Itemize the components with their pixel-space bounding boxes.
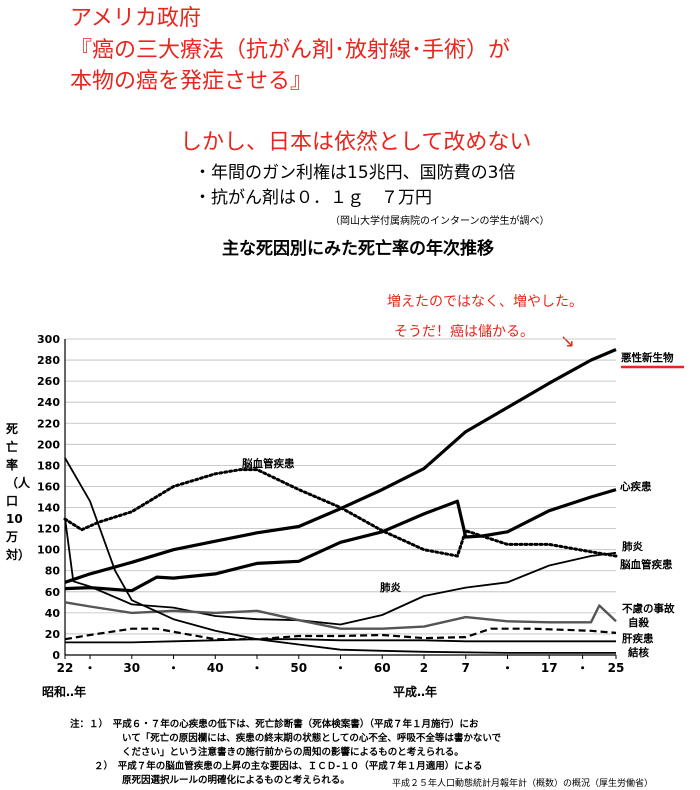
x-tick-label: 25	[608, 661, 625, 675]
note1-line1: 注：１） 平成６・７年の心疾患の低下は、死亡診断書（死体検案書）（平成７年１月施…	[70, 719, 479, 730]
y-tick-label: 200	[37, 438, 60, 451]
x-tick-label: 30	[123, 661, 140, 675]
headline-line3: 本物の癌を発症させる』	[70, 69, 313, 94]
y-tick-label: 60	[45, 586, 61, 599]
source-note: （岡山大学付属病院のインターンの学生が調べ）	[330, 216, 550, 227]
y-tick-label: 100	[37, 544, 60, 557]
y-tick-label: 40	[45, 607, 61, 620]
series-label: 悪性新生物	[621, 351, 674, 364]
x-tick-label: 17	[541, 661, 558, 675]
annotation-line1: 増えたのではなく、増やした。	[387, 294, 583, 310]
series-line	[64, 348, 617, 584]
x-tick-label: 22	[57, 661, 74, 675]
y-tick-label: 80	[45, 565, 61, 578]
series-label: 結核	[628, 646, 649, 659]
series-line	[64, 488, 617, 593]
y-tick-label: 220	[37, 417, 60, 430]
series-line	[64, 457, 616, 654]
y-tick-label: 180	[37, 459, 60, 472]
x-tick-label: ・	[334, 661, 346, 675]
headline-line4: しかし、日本は依然として改めない	[180, 130, 532, 155]
series-line	[65, 638, 616, 644]
series-label: 脳血管疾患	[620, 558, 673, 571]
note1-line3: ください」という注意書きの施行前からの周知の影響によるものと考えられる。	[122, 747, 464, 758]
x-tick-label: ・	[501, 661, 513, 675]
headline-line2: 『癌の三大療法（抗がん剤･放射線･手術）が	[70, 38, 511, 63]
x-tick-label: ・	[577, 661, 589, 675]
bullet-2: ・抗がん剤は０．１ｇ ７万円	[194, 188, 432, 208]
x-tick-label: ・	[251, 661, 263, 675]
y-tick-label: 280	[37, 354, 60, 367]
series-line	[63, 468, 618, 558]
y-tick-label: 300	[37, 333, 60, 346]
source-credit: 平成２５年人口動態統計月報年計（概数）の概況（厚生労働省）	[392, 779, 654, 789]
x-tick-label: ・	[168, 661, 180, 675]
headline-line1: アメリカ政府	[70, 6, 201, 31]
series-label: 肺炎	[622, 540, 643, 553]
note2-line2: 原死因選択ルールの明確化によるものと考えられる。	[122, 775, 350, 786]
x-tick-label: ・	[84, 661, 96, 675]
annotation-arrow-icon: ↘	[560, 331, 576, 352]
y-tick-label: 260	[37, 375, 60, 388]
x-tick-label: 7	[462, 661, 470, 675]
note1-line2: いて「死亡の原因欄には、疾患の終末期の状態としての心不全、呼吸不全等は書かないで	[122, 733, 502, 744]
y-tick-label: 160	[37, 480, 60, 493]
x-tick-label: 2	[420, 661, 428, 675]
series-label: 不慮の事故	[622, 602, 675, 615]
y-tick-label: 0	[52, 649, 60, 662]
annotation-line2: そうだ！癌は儲かる。	[394, 324, 534, 340]
series-label: 自殺	[628, 616, 649, 629]
note2-line1: ２） 平成７年の脳血管疾患の上昇の主な要因は、ＩＣＤ-１０（平成７年１月適用）に…	[94, 761, 483, 772]
series-line	[64, 627, 617, 641]
y-tick-label: 140	[37, 502, 60, 515]
series-label: 肺炎	[380, 581, 401, 594]
y-axis-label: 死亡率（人口10万対）	[6, 422, 31, 562]
series-label: 肝疾患	[622, 632, 654, 645]
bullet-1: ・年間のガン利権は15兆円、国防費の3倍	[194, 163, 516, 183]
y-tick-label: 240	[37, 396, 60, 409]
series-line	[64, 517, 617, 626]
series-label: 脳血管疾患	[242, 457, 295, 470]
y-tick-label: 20	[45, 628, 61, 641]
series-line	[64, 601, 617, 630]
x-tick-label: 60	[374, 661, 391, 675]
era-showa-label: 昭和‥年	[42, 685, 87, 699]
y-tick-label: 120	[37, 523, 60, 536]
x-tick-label: 40	[207, 661, 224, 675]
x-tick-label: 50	[290, 661, 307, 675]
era-heisei-label: 平成‥年	[393, 685, 438, 699]
chart-title: 主な死因別にみた死亡率の年次推移	[222, 239, 494, 259]
series-label: 心疾患	[620, 480, 652, 493]
